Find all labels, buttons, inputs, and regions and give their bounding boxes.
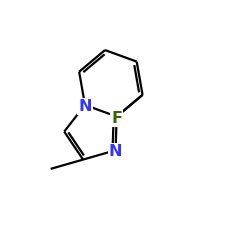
Text: F: F (111, 110, 122, 126)
Text: N: N (78, 99, 92, 114)
Text: N: N (109, 144, 122, 159)
